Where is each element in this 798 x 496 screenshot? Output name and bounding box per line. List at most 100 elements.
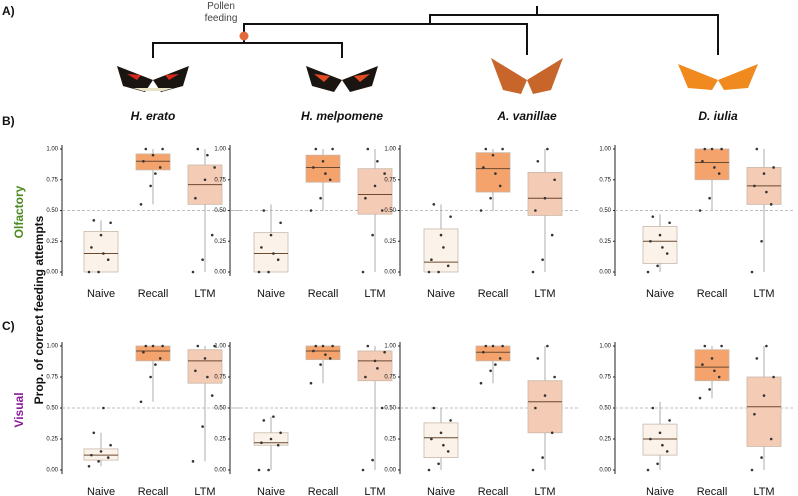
- data-point: [92, 219, 96, 222]
- data-point: [442, 443, 445, 447]
- data-point: [154, 363, 157, 366]
- data-point: [309, 209, 313, 212]
- box: [357, 350, 393, 382]
- x-tick-label: Recall: [478, 288, 509, 300]
- data-point: [196, 147, 200, 151]
- x-tick-label: Recall: [308, 486, 339, 496]
- y-tick-label: 0.25: [599, 239, 611, 245]
- x-tick-label: Recall: [138, 288, 169, 300]
- data-point: [484, 344, 488, 348]
- data-point: [753, 184, 756, 188]
- y-tick-label: 0.25: [384, 437, 396, 443]
- y-tick-label: 0.25: [384, 239, 396, 245]
- data-point: [494, 363, 497, 366]
- data-point: [536, 160, 540, 163]
- x-tick-label: Recall: [697, 486, 728, 496]
- data-point: [427, 270, 431, 274]
- data-point: [753, 412, 756, 416]
- data-point: [371, 233, 374, 237]
- box: [135, 345, 171, 362]
- data-point: [553, 375, 556, 379]
- y-tick-label: 0.50: [214, 208, 226, 214]
- box: [642, 423, 678, 456]
- data-point: [149, 375, 152, 379]
- data-point: [498, 357, 502, 360]
- y-tick-label: 0.50: [46, 208, 58, 214]
- y-tick-label: 0.00: [46, 468, 58, 474]
- data-point: [161, 147, 164, 151]
- box: [475, 152, 511, 193]
- data-point: [717, 172, 721, 175]
- box: [694, 148, 730, 181]
- data-point: [553, 178, 556, 182]
- x-tick-label: Naive: [427, 288, 455, 300]
- data-point: [99, 233, 103, 237]
- data-point: [106, 456, 110, 459]
- data-point: [324, 353, 327, 356]
- x-tick-label: Naive: [87, 486, 115, 496]
- x-tick-label: LTM: [194, 288, 215, 300]
- y-tick-label: 0.00: [599, 468, 611, 474]
- data-point: [498, 184, 502, 188]
- data-point: [206, 375, 209, 379]
- y-tick-label: 0.50: [599, 208, 611, 214]
- data-point: [546, 344, 549, 348]
- data-point: [446, 264, 450, 268]
- data-point: [194, 196, 197, 200]
- y-tick-label: 0.00: [46, 270, 58, 276]
- data-point: [373, 359, 377, 363]
- x-tick-label: LTM: [534, 288, 555, 300]
- data-point: [142, 160, 145, 163]
- data-point: [550, 431, 554, 435]
- data-point: [543, 394, 547, 397]
- y-tick-label: 0.75: [46, 375, 58, 381]
- data-point: [213, 166, 216, 169]
- data-point: [321, 160, 325, 163]
- data-point: [668, 221, 671, 225]
- data-point: [331, 344, 334, 348]
- x-tick-label: LTM: [194, 486, 215, 496]
- x-tick-label: Recall: [308, 288, 339, 300]
- y-axis-label: Prop. of correct feeding attempts: [32, 215, 46, 404]
- y-tick-label: 0.75: [214, 375, 226, 381]
- x-tick-label: LTM: [364, 486, 385, 496]
- data-point: [106, 258, 110, 262]
- data-point: [149, 184, 152, 188]
- node-marker: [239, 31, 249, 41]
- box: [357, 168, 393, 215]
- data-point: [649, 239, 652, 243]
- data-point: [279, 221, 282, 225]
- data-point: [191, 460, 195, 463]
- x-tick-label: LTM: [753, 486, 774, 496]
- data-point: [760, 456, 763, 459]
- data-point: [750, 270, 754, 274]
- data-point: [760, 239, 763, 243]
- data-point: [194, 369, 197, 373]
- annotation: Pollen feeding: [204, 1, 238, 24]
- data-point: [267, 270, 270, 274]
- x-tick-label: LTM: [534, 486, 555, 496]
- data-point: [651, 215, 655, 218]
- butterflies: [117, 58, 758, 94]
- data-point: [376, 367, 379, 370]
- data-point: [720, 147, 723, 151]
- data-point: [383, 350, 386, 354]
- data-point: [769, 203, 773, 206]
- data-point: [750, 468, 754, 472]
- box: [527, 171, 563, 216]
- data-point: [206, 153, 209, 157]
- y-tick-label: 0.00: [384, 270, 396, 276]
- data-point: [772, 166, 775, 169]
- x-tick-label: Recall: [478, 486, 509, 496]
- data-point: [501, 147, 504, 151]
- data-point: [328, 357, 332, 360]
- data-point: [541, 456, 544, 459]
- data-point: [276, 258, 280, 262]
- data-point: [479, 381, 483, 385]
- data-point: [90, 246, 93, 249]
- data-point: [769, 437, 773, 441]
- data-point: [710, 357, 714, 360]
- data-point: [158, 357, 162, 360]
- data-point: [713, 166, 716, 169]
